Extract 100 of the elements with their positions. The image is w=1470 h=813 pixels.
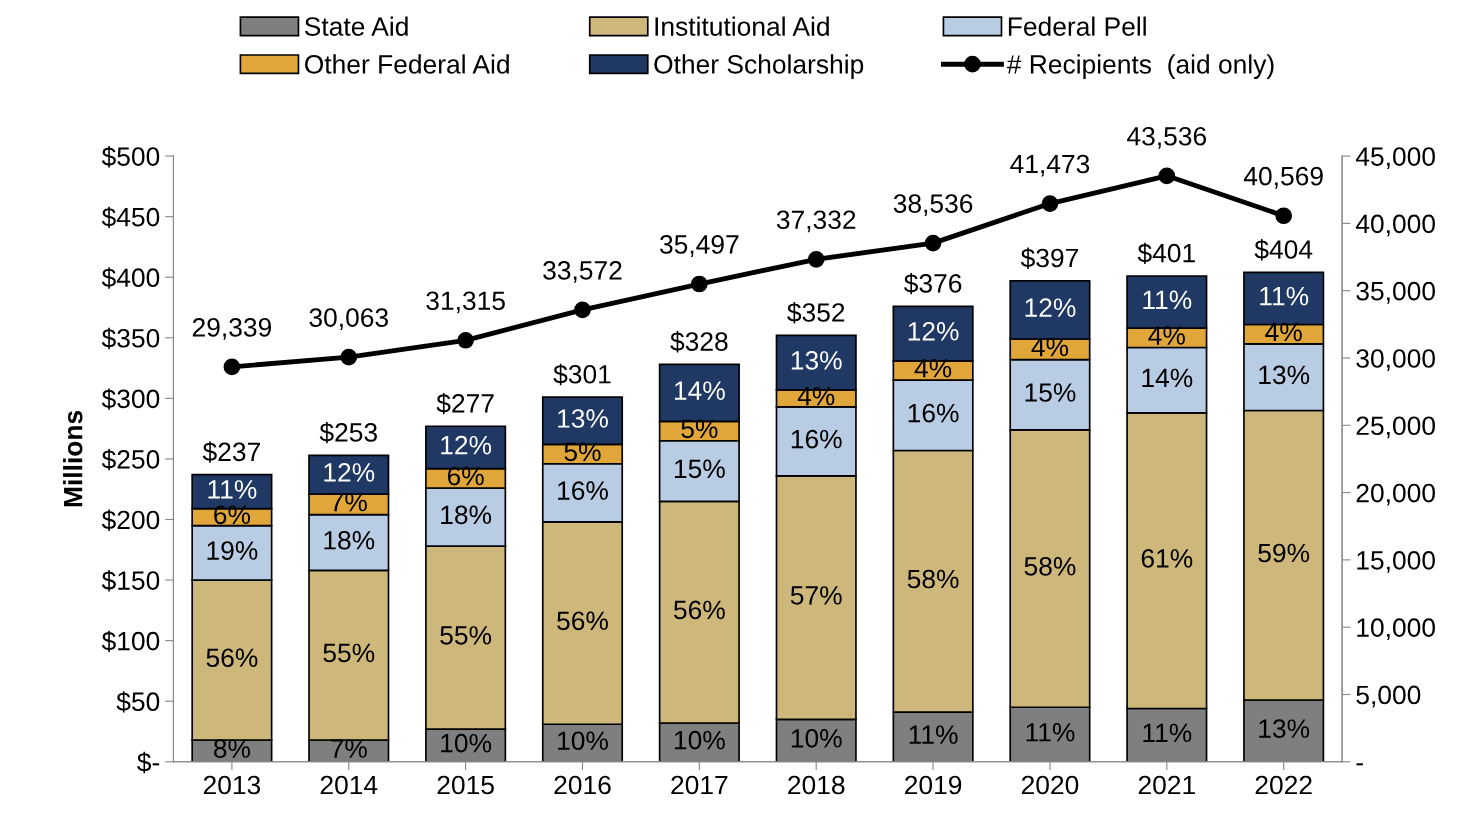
legend-label: Other Scholarship — [654, 54, 864, 79]
annotation: 11% — [208, 480, 257, 499]
total-label: $376 — [904, 272, 962, 295]
data-label: 40,569 — [1243, 166, 1323, 189]
point — [807, 250, 825, 268]
y2-tick-label: 40,000 — [1355, 214, 1435, 237]
y-tick-label: $450 — [101, 206, 160, 229]
data-label: 29,339 — [192, 317, 271, 340]
data-label: 30,063 — [309, 308, 388, 331]
point — [457, 331, 474, 349]
total-label: $277 — [436, 392, 494, 415]
annotation: 4% — [797, 386, 835, 406]
y-tick-label: $500 — [101, 146, 160, 168]
annotation: 16% — [908, 403, 959, 423]
y2-tick-label: 20,000 — [1356, 483, 1435, 506]
x-tick-label: 2018 — [788, 775, 845, 795]
point — [1275, 207, 1293, 225]
annotation: 4% — [1265, 322, 1302, 342]
point — [340, 348, 358, 366]
y-axis-title: Millions — [63, 410, 83, 507]
total-label: $404 — [1254, 239, 1313, 261]
total-label: $253 — [319, 421, 377, 444]
annotation: 58% — [907, 569, 959, 589]
annotation: 6% — [214, 505, 251, 525]
data-label: 37,332 — [776, 210, 856, 233]
y2-tick-label: 30,000 — [1356, 349, 1435, 371]
point — [924, 234, 942, 252]
point — [1158, 167, 1176, 185]
annotation: 14% — [1142, 368, 1193, 388]
annotation: 11% — [1026, 723, 1075, 742]
x-tick-label: 2016 — [554, 775, 611, 795]
annotation: 4% — [1031, 337, 1069, 357]
data-label: 31,315 — [426, 291, 505, 314]
legend-label: Institutional Aid — [655, 16, 829, 36]
annotation: 55% — [323, 643, 375, 663]
point — [574, 301, 591, 319]
annotation: 10% — [674, 730, 725, 750]
annotation: 10% — [441, 733, 492, 753]
annotation: 15% — [674, 459, 725, 479]
y-tick-label: $300 — [101, 388, 160, 410]
y-tick-label: $150 — [101, 570, 160, 592]
annotation: 12% — [441, 435, 492, 455]
annotation: 11% — [1143, 723, 1192, 743]
legend-label: State Aid — [304, 16, 408, 36]
legend-label: Other Federal Aid — [305, 54, 509, 74]
x-tick-label: 2019 — [905, 775, 962, 795]
data-label: 41,473 — [1010, 154, 1090, 177]
annotation: 15% — [1025, 383, 1076, 402]
total-label: $401 — [1137, 242, 1195, 265]
legend-label: # Recipients (aid only) — [1006, 54, 1274, 79]
annotation: 18% — [441, 505, 492, 525]
annotation: 13% — [1259, 719, 1310, 738]
annotation: 18% — [324, 530, 375, 550]
annotation: 12% — [324, 463, 375, 482]
y2-tick-label: - — [1356, 763, 1363, 766]
annotation: 57% — [790, 586, 842, 605]
data-label: 43,536 — [1127, 126, 1207, 149]
y-tick-label: $100 — [101, 630, 160, 653]
y-tick-label: $- — [137, 751, 160, 774]
annotation: 13% — [558, 409, 608, 428]
total-label: $352 — [787, 302, 845, 324]
annotation: 16% — [791, 429, 842, 449]
total-label: $237 — [202, 441, 260, 463]
annotation: 10% — [558, 731, 608, 751]
data-label: 35,497 — [660, 235, 739, 257]
annotation: 13% — [1259, 365, 1310, 385]
annotation: 61% — [1141, 549, 1193, 568]
annotation: 11% — [1260, 286, 1309, 306]
data-label: 38,536 — [893, 194, 973, 216]
x-tick-label: 2015 — [437, 775, 494, 795]
x-tick-label: 2021 — [1138, 775, 1195, 795]
annotation: 59% — [1258, 543, 1310, 563]
legend-label: Federal Pell — [1008, 16, 1146, 36]
total-label: $328 — [670, 331, 728, 353]
annotation: 16% — [558, 481, 608, 500]
y2-tick-label: 5,000 — [1356, 685, 1421, 708]
data-label: 33,572 — [543, 261, 622, 283]
annotation: 19% — [207, 541, 258, 560]
annotation: 4% — [1148, 326, 1185, 345]
y2-tick-label: 45,000 — [1355, 147, 1435, 170]
annotation: 11% — [1143, 290, 1192, 310]
y2-tick-label: 15,000 — [1357, 551, 1435, 573]
annotation: 12% — [908, 321, 959, 341]
y-tick-label: $400 — [101, 267, 160, 289]
y2-tick-label: 10,000 — [1357, 618, 1435, 641]
point — [223, 358, 241, 376]
x-tick-label: 2014 — [320, 775, 378, 795]
y-tick-label: $350 — [101, 327, 160, 350]
annotation: 56% — [674, 600, 725, 620]
y-tick-label: $250 — [101, 448, 160, 471]
annotation: 7% — [331, 739, 367, 758]
total-label: $397 — [1020, 247, 1078, 269]
x-tick-label: 2017 — [671, 775, 728, 795]
y-tick-label: $50 — [116, 691, 160, 713]
annotation: 14% — [674, 381, 725, 400]
annotation: 56% — [206, 648, 258, 668]
annotation: 8% — [213, 739, 251, 758]
annotation: 13% — [791, 351, 842, 370]
total-label: $301 — [553, 363, 611, 386]
annotation: 55% — [440, 626, 492, 645]
